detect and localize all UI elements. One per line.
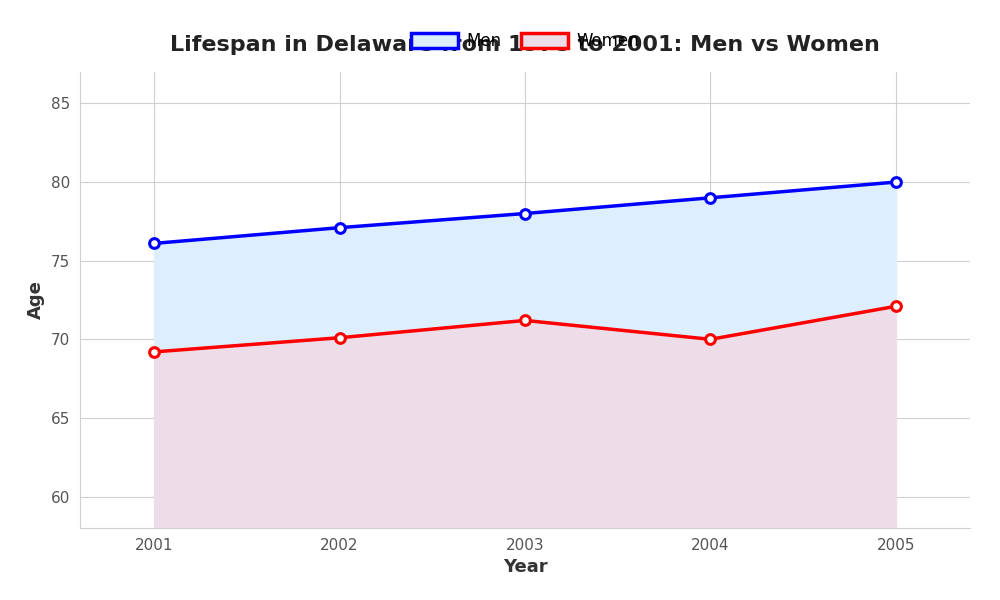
Title: Lifespan in Delaware from 1978 to 2001: Men vs Women: Lifespan in Delaware from 1978 to 2001: …: [170, 35, 880, 55]
Y-axis label: Age: Age: [27, 281, 45, 319]
Legend: Men, Women: Men, Women: [404, 26, 646, 57]
X-axis label: Year: Year: [503, 558, 547, 576]
